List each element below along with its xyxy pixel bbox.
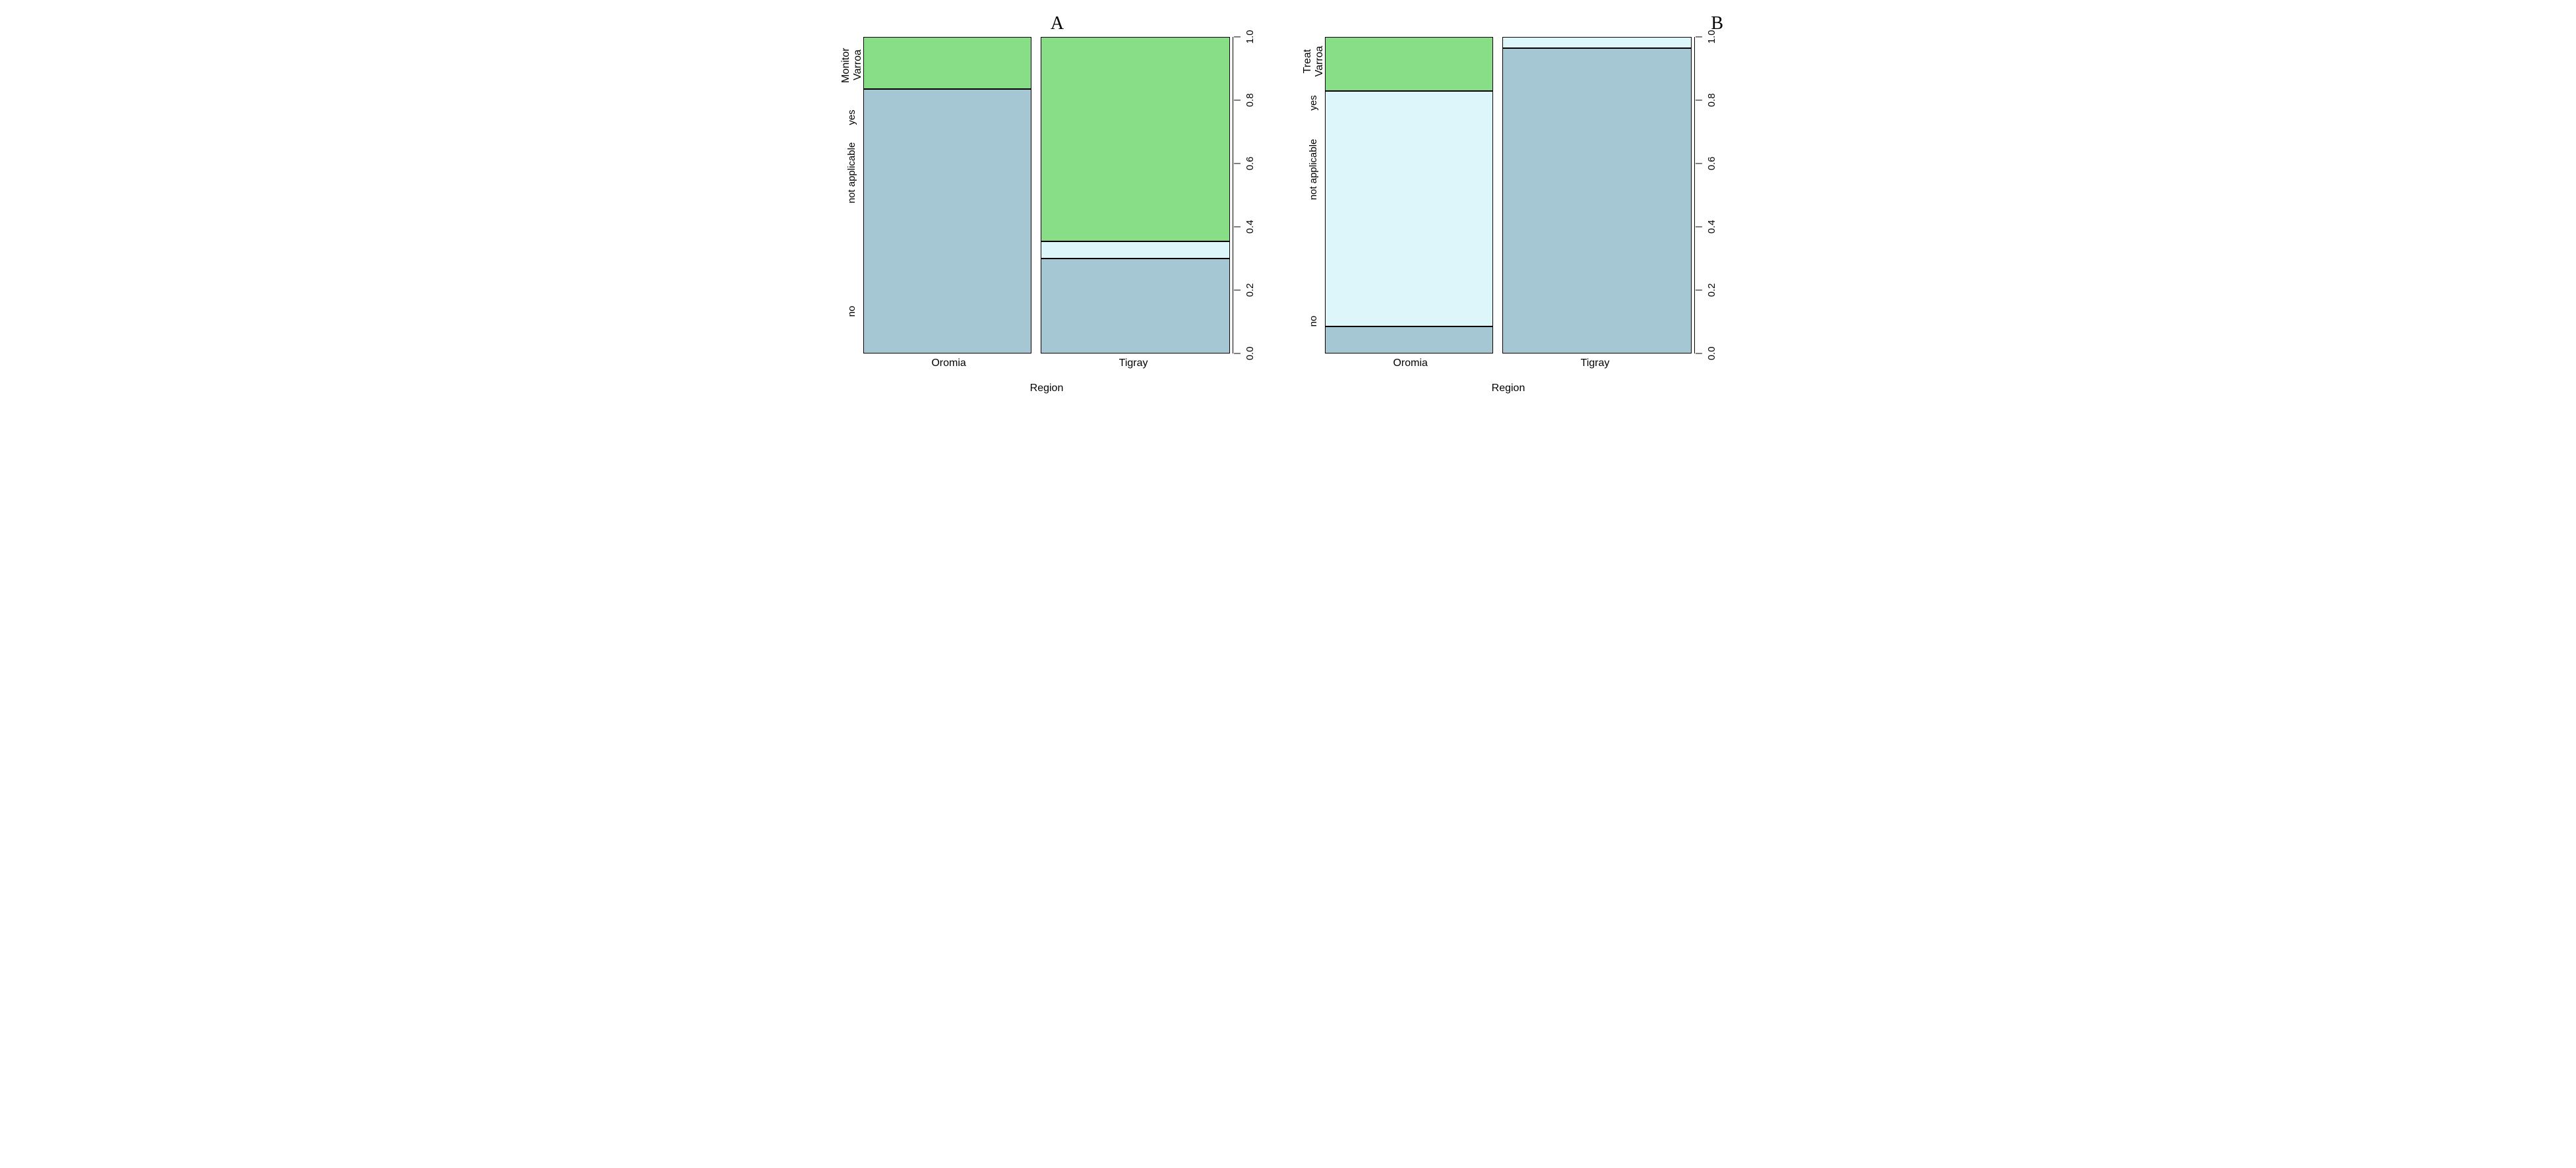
x-axis-label: Tigray: [1035, 357, 1231, 369]
panel-b: BTreat Varroanonot applicableyesOromiaTi…: [1308, 13, 1730, 394]
y-right-tick-label: 0.6: [1244, 157, 1256, 171]
y-right-tick-label: 0.2: [1244, 284, 1256, 297]
x-axis-label: Tigray: [1497, 357, 1693, 369]
y-right-tick: 0.4: [1693, 220, 1717, 234]
chart-wrap: Monitor Varroanonot applicableyesOromiaT…: [846, 37, 1268, 394]
chart-wrap: Treat Varroanonot applicableyesOromiaTig…: [1308, 37, 1730, 394]
tick-mark: [1234, 226, 1241, 227]
y-left-labels: Treat Varroanonot applicableyes: [1308, 37, 1324, 353]
x-axis-label: Oromia: [862, 357, 1035, 369]
bars-row: [862, 37, 1231, 353]
y-right-tick-label: 0.8: [1706, 94, 1717, 108]
bars-row: [1324, 37, 1693, 353]
figure-row: A Monitor Varroa no not applicable yes Oromia…: [13, 13, 2563, 394]
y-right-tick-label: 0.6: [1706, 157, 1717, 171]
x-axis-labels: OromiaTigray: [862, 357, 1231, 369]
segment-no: [1502, 48, 1692, 353]
y-left-category: no: [846, 306, 857, 317]
y-right-tick: 0.6: [1693, 157, 1717, 171]
panel-title: A: [846, 13, 1268, 34]
y-right-tick-label: 0.0: [1706, 347, 1717, 361]
y-right-tick-label: 1.0: [1244, 30, 1256, 44]
y-right-tick-label: 0.4: [1244, 220, 1256, 234]
y-left-categories: no not applicable yes: [846, 94, 862, 353]
y-right-axis-line: [1694, 37, 1695, 353]
y-left-category: not applicable: [1308, 139, 1319, 200]
segment-no: [1041, 259, 1230, 353]
y-right-tick-label: 0.8: [1244, 94, 1256, 108]
y-right-tick: 1.0: [1693, 30, 1717, 44]
bar-tigray: [1041, 37, 1230, 353]
bar-oromia: [863, 37, 1031, 353]
y-right-tick: 0.4: [1231, 220, 1256, 234]
y-left-category: no: [1308, 316, 1319, 327]
segment-yes: [1325, 37, 1493, 91]
y-right-tick-label: 1.0: [1706, 30, 1717, 44]
bar-tigray: [1502, 37, 1692, 353]
y-left-labels: Monitor Varroanonot applicableyes: [846, 37, 862, 353]
y-right-tick: 1.0: [1231, 30, 1256, 44]
y-right-tick-label: 0.0: [1244, 347, 1256, 361]
y-left-axis-title: Treat Varroa: [1302, 37, 1326, 86]
panel-title: B: [1308, 13, 1730, 34]
x-axis-title: Region: [862, 383, 1231, 394]
segment-not_applicable: [1041, 241, 1230, 259]
y-right-axis: 0.00.20.40.60.81.0: [1231, 37, 1268, 353]
x-axis-labels: OromiaTigray: [1324, 357, 1693, 369]
y-right-tick: 0.2: [1231, 284, 1256, 297]
tick-mark: [1234, 163, 1241, 164]
bar-oromia: [1325, 37, 1493, 353]
y-left-category: yes: [1308, 95, 1319, 110]
y-right-tick: 0.2: [1693, 284, 1717, 297]
tick-mark: [1696, 163, 1702, 164]
y-left-axis-title: Monitor Varroa: [840, 37, 864, 94]
y-right-tick: 0.8: [1231, 94, 1256, 108]
tick-mark: [1696, 36, 1702, 37]
plot-center-column: OromiaTigray Region: [862, 37, 1231, 394]
y-right-tick: 0.8: [1693, 94, 1717, 108]
y-left-categories: no not applicable yes: [1308, 86, 1324, 353]
plot-area: [1324, 37, 1693, 353]
plot-center-column: OromiaTigray Region: [1324, 37, 1693, 394]
tick-mark: [1696, 226, 1702, 227]
x-axis-label: Oromia: [1324, 357, 1497, 369]
y-left-category: not applicable: [846, 142, 857, 204]
tick-mark: [1234, 36, 1241, 37]
panel-a: AMonitor Varroanonot applicableyesOromia…: [846, 13, 1268, 394]
segment-yes: [863, 37, 1031, 89]
y-left-category: yes: [846, 109, 857, 125]
y-right-tick: 0.0: [1231, 347, 1256, 361]
y-right-tick-label: 0.2: [1706, 284, 1717, 297]
x-axis-title: Region: [1324, 383, 1693, 394]
y-right-axis: 0.00.20.40.60.81.0: [1693, 37, 1730, 353]
plot-area: [862, 37, 1231, 353]
y-right-tick-label: 0.4: [1706, 220, 1717, 234]
segment-not_applicable: [1502, 37, 1692, 48]
y-right-tick: 0.6: [1231, 157, 1256, 171]
segment-no: [863, 89, 1031, 353]
segment-no: [1325, 326, 1493, 353]
segment-not_applicable: [1325, 91, 1493, 327]
segment-yes: [1041, 37, 1230, 241]
y-right-tick: 0.0: [1693, 347, 1717, 361]
